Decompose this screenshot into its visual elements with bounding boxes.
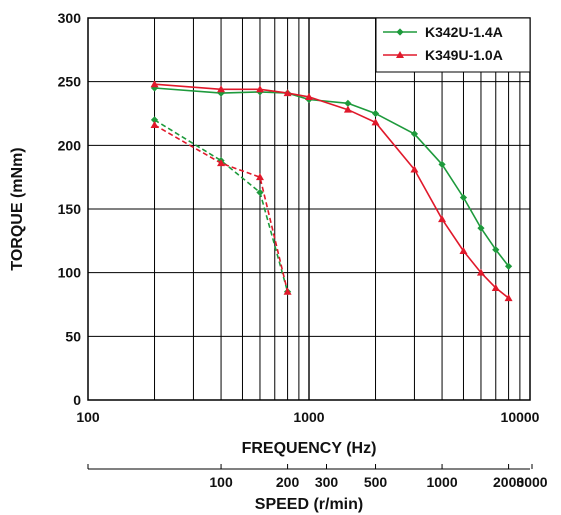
- y-tick-labels: 0 50 100 150 200 250 300: [58, 10, 82, 408]
- legend-label: K349U-1.0A: [425, 47, 503, 63]
- y-tick-label: 200: [58, 137, 82, 153]
- x-axis-title: FREQUENCY (Hz): [242, 440, 377, 457]
- data-point: [504, 262, 513, 270]
- series-dashed-triangle: [150, 120, 292, 295]
- data-point: [371, 118, 380, 126]
- data-point: [371, 109, 380, 118]
- plot-border: [87, 17, 531, 401]
- speed-axis-title: SPEED (r/min): [255, 496, 363, 513]
- series-layer: [150, 80, 513, 302]
- y-axis-title: TORQUE (mNm): [9, 147, 26, 270]
- data-point: [256, 188, 264, 197]
- speed-tick-label: 100: [209, 474, 233, 490]
- data-point: [477, 224, 485, 232]
- data-point: [343, 105, 352, 113]
- data-point: [150, 120, 159, 128]
- data-point: [459, 193, 468, 202]
- x-tick-label: 10000: [501, 409, 540, 425]
- data-point: [438, 160, 446, 169]
- data-point: [438, 215, 447, 223]
- y-tick-label: 150: [58, 201, 82, 217]
- data-point: [476, 268, 485, 276]
- speed-tick-label: 200: [276, 474, 300, 490]
- data-point: [217, 85, 226, 93]
- speed-tick-label: 300: [315, 474, 339, 490]
- grid-lines: [88, 18, 530, 400]
- data-point: [396, 51, 404, 58]
- x-tick-labels: 100 1000 10000: [76, 409, 539, 425]
- data-point: [396, 28, 404, 36]
- data-point: [217, 159, 226, 167]
- speed-tick-label: 3000: [516, 474, 547, 490]
- y-tick-label: 100: [58, 265, 82, 281]
- data-point: [504, 294, 513, 302]
- data-point: [150, 116, 159, 124]
- series-line: [154, 124, 289, 292]
- data-point: [492, 246, 500, 254]
- data-point: [344, 99, 352, 107]
- legend: K342U-1.4A K349U-1.0A: [375, 17, 531, 73]
- data-point: [255, 173, 264, 181]
- data-point: [283, 287, 292, 295]
- x-tick-label: 1000: [293, 409, 324, 425]
- y-tick-label: 300: [58, 10, 82, 26]
- data-point: [410, 130, 419, 138]
- data-point: [255, 85, 264, 93]
- data-point: [305, 92, 313, 100]
- series-line: [154, 119, 289, 293]
- y-tick-label: 0: [73, 392, 81, 408]
- data-point: [491, 283, 500, 291]
- speed-tick-label: 1000: [426, 474, 457, 490]
- y-tick-label: 250: [58, 74, 82, 90]
- legend-label: K342U-1.4A: [425, 24, 503, 40]
- speed-tick-label: 500: [364, 474, 388, 490]
- data-point: [283, 89, 292, 97]
- speed-tick-label: 2000: [493, 474, 524, 490]
- x-tick-label: 100: [76, 409, 100, 425]
- data-point: [150, 80, 159, 88]
- y-tick-label: 50: [65, 328, 81, 344]
- legend-box: [375, 17, 531, 73]
- data-point: [459, 247, 468, 255]
- series-k349u-1.0a: [150, 80, 513, 302]
- data-point: [410, 165, 419, 173]
